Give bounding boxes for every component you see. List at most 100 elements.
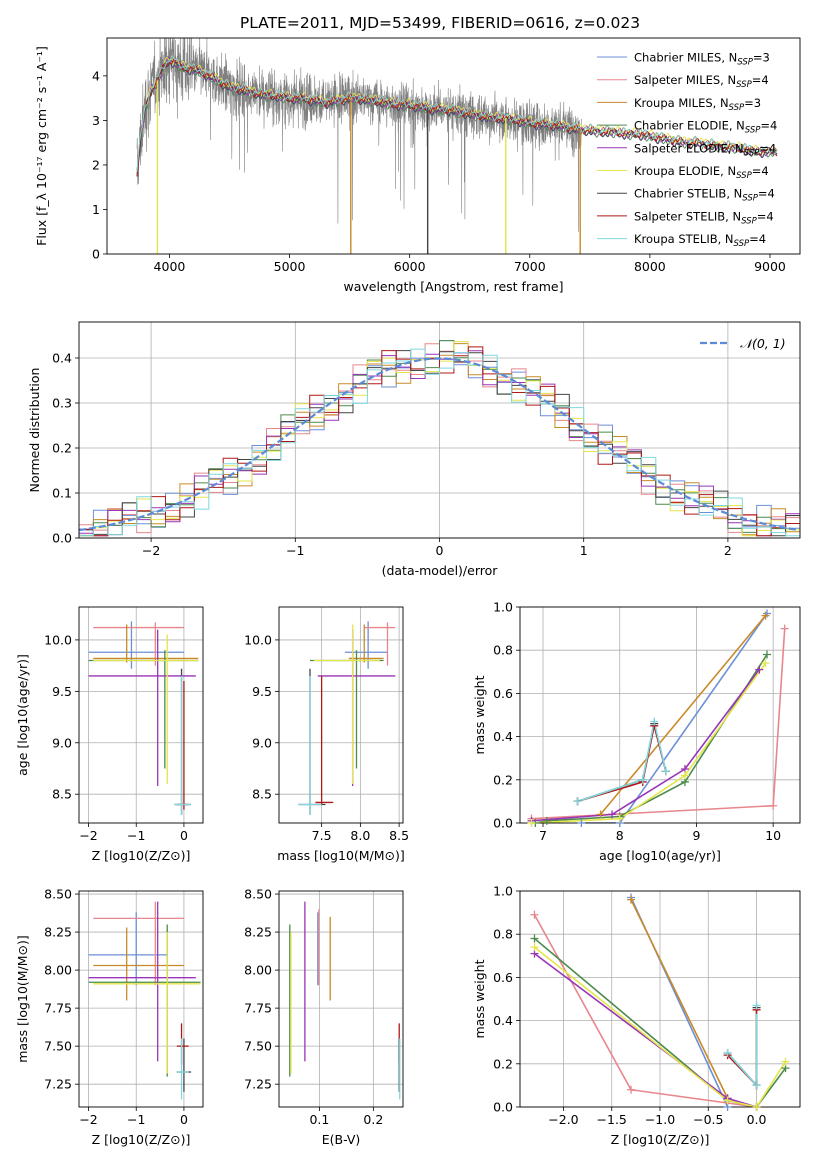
- plot-area: [289, 901, 401, 1100]
- x-tick-label: 8: [616, 828, 624, 843]
- y-tick-label: 0.3: [52, 396, 72, 411]
- weight-marker-salpeter-miles: [627, 1085, 636, 1094]
- x-tick-label: −1: [127, 828, 145, 843]
- x-tick-label: 0.0: [747, 1112, 767, 1127]
- y-tick-label: 0.0: [493, 816, 513, 831]
- x-tick-label: 8.0: [350, 828, 370, 843]
- x-tick-label: 9: [692, 828, 700, 843]
- y-tick-label: 0.2: [52, 441, 72, 456]
- weight-line-salpeter-stelib: [727, 1009, 758, 1088]
- histogram-salpeter-stelib: [79, 346, 800, 537]
- y-tick-label: 8.00: [244, 963, 272, 978]
- legend-label-chabrier-miles: Chabrier MILES, NSSP=3: [634, 51, 770, 68]
- panel-residual-histogram: −2 −1 0 1 2 0.0 0.1 0.2 0.3 0.4 (data-model)/error…: [27, 321, 801, 578]
- axes-frame: [106, 37, 801, 255]
- weight-marker-salpeter-elodie: [755, 665, 764, 674]
- y-tick-label: 3: [92, 113, 100, 128]
- panel-age-vs-z: −2 −1 0 8.5 9.0 9.5 10.0 Z [log10(Z/Z⊙)] age [lo…: [15, 606, 204, 863]
- figure-title: PLATE=2011, MJD=53499, FIBERID=0616, z=0…: [240, 14, 640, 32]
- x-tick-label: −1.0: [645, 1112, 675, 1127]
- y-tick-label: 0.0: [52, 531, 72, 546]
- spectrum-legend: Chabrier MILES, NSSP=3 Salpeter MILES, NS…: [597, 51, 777, 249]
- weight-marker-chabrier-elodie: [530, 934, 539, 943]
- weight-marker-kroupa-elodie: [761, 659, 770, 668]
- y-tick-label: 8.50: [44, 887, 72, 902]
- weight-marker-kroupa-miles: [627, 895, 636, 904]
- weight-marker-kroupa-elodie: [723, 1096, 732, 1105]
- y-tick-label: 4: [92, 68, 100, 83]
- x-tick-label: 7.5: [312, 828, 332, 843]
- x-tick-label: 0: [180, 1112, 188, 1127]
- y-axis-label: mass [log10(M/M⊙)]: [15, 935, 30, 1063]
- weight-marker-chabrier-miles: [577, 819, 586, 827]
- x-axis-label: age [log10(age/yr)]: [599, 848, 721, 863]
- weight-marker-kroupa-elodie: [752, 1103, 761, 1111]
- weight-marker-salpeter-miles: [780, 624, 789, 633]
- x-axis-label: E(B-V): [322, 1132, 361, 1147]
- x-axis-label: Z [log10(Z/Z⊙)]: [92, 1132, 191, 1147]
- y-tick-label: 0.6: [493, 970, 513, 985]
- weight-marker-kroupa-elodie: [615, 814, 624, 823]
- x-tick-label: 6000: [394, 259, 426, 274]
- x-axis-label: (data-model)/error: [382, 563, 499, 578]
- legend-label-salpeter-miles: Salpeter MILES, NSSP=4: [634, 73, 769, 90]
- y-tick-label: 8.25: [44, 925, 72, 940]
- x-tick-label: 9000: [754, 259, 786, 274]
- x-axis-label: mass [log10(M/M⊙)]: [277, 848, 405, 863]
- y-tick-label: 8.5: [52, 787, 72, 802]
- y-tick-label: 7.25: [244, 1077, 272, 1092]
- y-axis-label: mass weight: [472, 675, 487, 754]
- x-axis-label: wavelength [Angstrom, rest frame]: [343, 279, 563, 294]
- y-tick-label: 7.75: [244, 1001, 272, 1016]
- y-axis-label: mass weight: [472, 959, 487, 1038]
- weight-line-kroupa-stelib: [727, 1005, 758, 1088]
- axes-frame: [78, 606, 204, 824]
- x-tick-label: 2: [724, 543, 732, 558]
- x-tick-label: −2: [142, 543, 160, 558]
- weight-marker-kroupa-stelib: [752, 1081, 761, 1090]
- y-axis-label: Normed distribution: [27, 368, 42, 493]
- y-tick-label: 10.0: [44, 632, 72, 647]
- plot-area: [136, 38, 778, 254]
- y-tick-label: 0.6: [493, 686, 513, 701]
- y-tick-label: 9.5: [52, 684, 72, 699]
- y-tick-label: 0.2: [493, 772, 513, 787]
- y-axis-label: Flux [f_λ 10⁻¹⁷ erg cm⁻² s⁻¹ A⁻¹]: [34, 46, 49, 246]
- y-tick-label: 1: [92, 202, 100, 217]
- legend-label-chabrier-stelib: Chabrier STELIB, NSSP=4: [634, 187, 775, 204]
- x-tick-label: −2: [79, 828, 97, 843]
- x-tick-label: 8.5: [389, 828, 409, 843]
- x-tick-label: 0: [436, 543, 444, 558]
- weight-line-kroupa-miles: [599, 615, 767, 815]
- weight-marker-kroupa-stelib: [573, 797, 582, 806]
- x-tick-label: −1.5: [597, 1112, 627, 1127]
- weight-line-kroupa-elodie: [534, 946, 787, 1107]
- y-tick-label: 0.4: [493, 729, 513, 744]
- weight-marker-salpeter-elodie: [608, 810, 617, 819]
- legend-label-kroupa-stelib: Kroupa STELIB, NSSP=4: [634, 232, 766, 249]
- y-tick-label: 9.5: [252, 684, 272, 699]
- y-tick-label: 2: [92, 157, 100, 172]
- x-tick-label: −2: [79, 1112, 97, 1127]
- weight-line-kroupa-stelib: [577, 721, 667, 803]
- x-tick-label: 7: [539, 828, 547, 843]
- weight-line-kroupa-miles: [630, 899, 729, 1099]
- axes-frame: [78, 890, 204, 1108]
- legend-label-kroupa-elodie: Kroupa ELODIE, NSSP=4: [634, 164, 769, 181]
- weight-line-chabrier-miles: [581, 613, 768, 823]
- weight-marker-kroupa-stelib: [638, 775, 647, 784]
- y-tick-label: 8.25: [244, 925, 272, 940]
- weight-marker-kroupa-elodie: [781, 1057, 790, 1066]
- y-tick-label: 8.00: [44, 963, 72, 978]
- y-tick-label: 7.75: [44, 1001, 72, 1016]
- x-tick-label: 0.1: [309, 1112, 329, 1127]
- weight-marker-kroupa-elodie: [680, 771, 689, 780]
- x-tick-label: −1: [286, 543, 304, 558]
- plot-area: [88, 901, 201, 1100]
- weight-marker-kroupa-stelib: [752, 1001, 761, 1010]
- panel-spectrum: 4000 5000 6000 7000 8000 9000 0 1 2 3 4 wavelength …: [34, 37, 801, 294]
- weight-marker-chabrier-elodie: [542, 816, 551, 825]
- weight-line-salpeter-elodie: [531, 669, 760, 822]
- y-tick-label: 0.4: [52, 351, 72, 366]
